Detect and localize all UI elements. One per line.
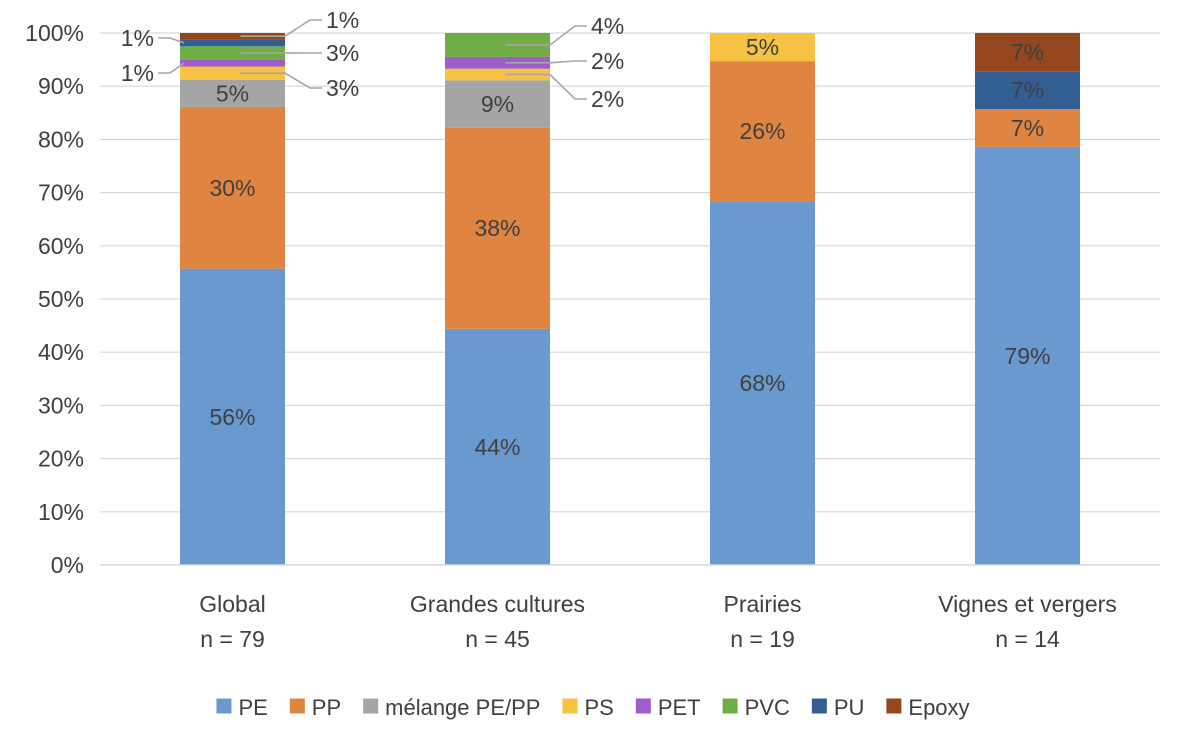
y-tick-label: 30% (38, 392, 84, 418)
data-label: 7% (1011, 39, 1044, 65)
bar-segment (710, 201, 815, 565)
legend-swatch (363, 698, 379, 714)
callout-leader-line (240, 19, 322, 37)
legend-swatch (216, 698, 232, 714)
data-label: 68% (739, 370, 785, 396)
data-label: 7% (1011, 115, 1044, 141)
data-label: 9% (481, 91, 514, 117)
legend-label: PS (584, 695, 613, 720)
data-label: 26% (739, 118, 785, 144)
y-tick-label: 10% (38, 499, 84, 525)
callout-label: 1% (121, 25, 154, 51)
bar-segment (445, 33, 550, 57)
data-label: 44% (474, 434, 520, 460)
bar-segment (180, 46, 285, 60)
legend-label: mélange PE/PP (385, 695, 540, 720)
bar-segment (180, 106, 285, 269)
legend-swatch (886, 698, 902, 714)
bar-segment (180, 33, 285, 40)
legend-label: PE (238, 695, 267, 720)
x-axis-category-labels: Global n = 79 Grandes cultures n = 45 Prairi… (199, 591, 1117, 652)
callout-label: 2% (591, 86, 624, 112)
bars: 56% 30% 5% 44% 38% 9% 68% 26% 5% 79% 7% 7% 7% (180, 33, 1080, 565)
callout-label: 1% (121, 60, 154, 86)
legend-label: PVC (745, 695, 790, 720)
x-category-count: n = 79 (200, 626, 265, 652)
callout-leader-line (158, 37, 185, 44)
bar-segment (445, 68, 550, 81)
x-category-label: Grandes cultures (410, 591, 585, 617)
bar-segment (710, 33, 815, 62)
callout-leader-line (505, 60, 587, 64)
legend-swatch (811, 698, 827, 714)
callout-leader-line (240, 72, 322, 89)
bar-segment (445, 127, 550, 329)
x-category-count: n = 45 (465, 626, 530, 652)
legend-swatch (722, 698, 738, 714)
data-label: 56% (209, 404, 255, 430)
callout-leader-line (158, 62, 185, 74)
legend-swatch (289, 698, 305, 714)
data-label: 38% (474, 215, 520, 241)
x-category-label: Prairies (724, 591, 802, 617)
data-label: 79% (1004, 343, 1050, 369)
legend-label: PET (658, 695, 701, 720)
callout-label: 2% (591, 48, 624, 74)
x-category-label: Global (199, 591, 265, 617)
bar-segment (975, 109, 1080, 147)
y-tick-label: 100% (25, 20, 84, 46)
callout-leader-line (505, 25, 587, 46)
data-label: 30% (209, 175, 255, 201)
x-category-label: Vignes et vergers (938, 591, 1117, 617)
callout-label: 3% (326, 40, 359, 66)
bar-segment (975, 146, 1080, 565)
x-category-count: n = 19 (730, 626, 795, 652)
data-label: 7% (1011, 77, 1044, 103)
callout-leader-line (505, 73, 587, 100)
bar-segment (975, 33, 1080, 72)
y-tick-label: 0% (51, 552, 84, 578)
bar-segment (180, 39, 285, 47)
y-tick-label: 50% (38, 286, 84, 312)
legend: PE PP mélange PE/PP PS PET PVC PU Epoxy (216, 695, 970, 720)
callout-label: 1% (326, 7, 359, 33)
y-tick-label: 70% (38, 180, 84, 206)
legend-label: PP (312, 695, 341, 720)
legend-label: PU (834, 695, 865, 720)
x-category-count: n = 14 (995, 626, 1060, 652)
data-label: 5% (216, 80, 249, 106)
data-label: 5% (746, 34, 779, 60)
y-axis-tick-labels: 0% 10% 20% 30% 40% 50% 60% 70% 80% 90% 100% (25, 20, 84, 578)
callout-label: 3% (326, 75, 359, 101)
bar-segment (445, 80, 550, 128)
legend-swatch (562, 698, 578, 714)
callout-labels: 1% 1% 3% 1% 3% 4% 2% 2% (121, 7, 625, 112)
legend-swatch (635, 698, 651, 714)
bar-segment (445, 56, 550, 69)
y-tick-label: 60% (38, 233, 84, 259)
y-tick-label: 40% (38, 339, 84, 365)
bar-segment (180, 79, 285, 107)
bar-segment (180, 59, 285, 67)
y-tick-label: 20% (38, 446, 84, 472)
bar-segment (975, 71, 1080, 110)
bar-segment (180, 66, 285, 80)
bar-segment (180, 268, 285, 565)
bar-segment (710, 61, 815, 202)
legend-label: Epoxy (908, 695, 969, 720)
bar-segment (445, 328, 550, 565)
y-tick-label: 90% (38, 73, 84, 99)
y-tick-label: 80% (38, 126, 84, 152)
callout-label: 4% (591, 13, 624, 39)
